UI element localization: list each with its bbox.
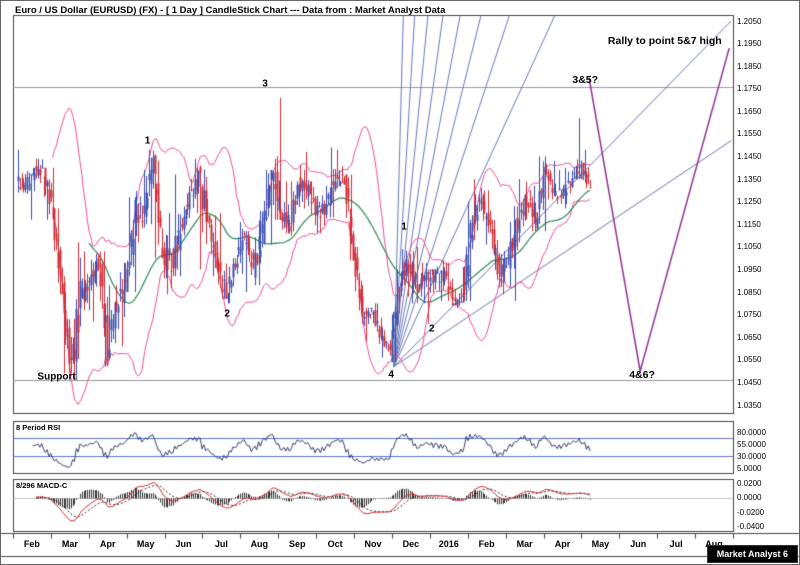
macd-panel-label: 8/296 MACD-C bbox=[16, 481, 68, 490]
macd-axis-label-0.0000: 0.0000 bbox=[737, 493, 762, 503]
rsi-axis-label-80.0000: 80.0000 bbox=[737, 428, 766, 438]
y-axis-label-1.1650: 1.1650 bbox=[737, 106, 762, 116]
x-axis-label-13-Mar: Mar bbox=[516, 539, 533, 549]
x-axis-label-12-Feb: Feb bbox=[478, 539, 495, 549]
rsi-axis-label-5.0000: 5.0000 bbox=[737, 463, 762, 473]
x-axis-label-1-Mar: Mar bbox=[61, 539, 78, 549]
macd-axis-label--0.0200: -0.0200 bbox=[737, 507, 765, 517]
watermark-badge: Market Analyst 6 bbox=[706, 545, 798, 563]
x-axis-label-6-Aug: Aug bbox=[250, 539, 269, 549]
x-axis-label-3-May: May bbox=[136, 539, 155, 549]
y-axis-label-1.1450: 1.1450 bbox=[737, 152, 762, 162]
x-axis-label-10-Dec: Dec bbox=[402, 539, 420, 549]
x-axis-label-5-Jul: Jul bbox=[214, 539, 228, 549]
x-axis-label-8-Oct: Oct bbox=[327, 539, 343, 549]
y-axis-label-1.0950: 1.0950 bbox=[737, 264, 762, 274]
y-axis-label-1.1150: 1.1150 bbox=[737, 219, 761, 229]
chart-title: Euro / US Dollar (EURUSD) (FX) - [ 1 Day… bbox=[15, 5, 446, 16]
y-axis-label-1.1950: 1.1950 bbox=[737, 39, 762, 49]
x-axis-label-16-Jun: Jun bbox=[630, 539, 647, 549]
x-axis-label-11-2016: 2016 bbox=[438, 539, 459, 549]
y-axis-label-1.0450: 1.0450 bbox=[737, 377, 762, 387]
y-axis-label-1.1550: 1.1550 bbox=[737, 129, 762, 139]
y-axis-label-1.1250: 1.1250 bbox=[737, 197, 762, 207]
y-axis-label-1.1850: 1.1850 bbox=[737, 61, 762, 71]
y-axis-label-1.0650: 1.0650 bbox=[737, 332, 762, 342]
rsi-panel-label: 8 Period RSI bbox=[16, 423, 61, 432]
x-axis-label-0-Feb: Feb bbox=[23, 539, 40, 549]
y-axis-label-1.0550: 1.0550 bbox=[737, 355, 762, 365]
macd-axis-label-0.0200: 0.0200 bbox=[737, 478, 762, 488]
x-axis-label-14-Apr: Apr bbox=[554, 539, 571, 549]
y-axis-label-1.1050: 1.1050 bbox=[737, 242, 762, 252]
rsi-axis-label-30.0000: 30.0000 bbox=[737, 451, 766, 461]
y-axis-label-1.2050: 1.2050 bbox=[737, 16, 762, 26]
rsi-axis-label-55.0000: 55.0000 bbox=[737, 440, 766, 450]
y-axis-label-1.0350: 1.0350 bbox=[737, 400, 762, 410]
x-axis-label-2-Apr: Apr bbox=[99, 539, 116, 549]
y-axis-label-1.0850: 1.0850 bbox=[737, 287, 762, 297]
y-axis-label-1.1350: 1.1350 bbox=[737, 174, 762, 184]
x-axis-label-7-Sep: Sep bbox=[288, 539, 306, 549]
x-axis-label-17-Jul: Jul bbox=[669, 539, 683, 549]
x-axis-label-9-Nov: Nov bbox=[364, 539, 382, 549]
macd-axis-label--0.0400: -0.0400 bbox=[737, 522, 765, 532]
x-axis-label-15-May: May bbox=[591, 539, 610, 549]
y-axis-label-1.0750: 1.0750 bbox=[737, 310, 762, 320]
y-axis-label-1.1750: 1.1750 bbox=[737, 84, 762, 94]
x-axis-label-18-Aug: Aug bbox=[705, 539, 723, 549]
x-axis-label-4-Jun: Jun bbox=[175, 539, 192, 549]
